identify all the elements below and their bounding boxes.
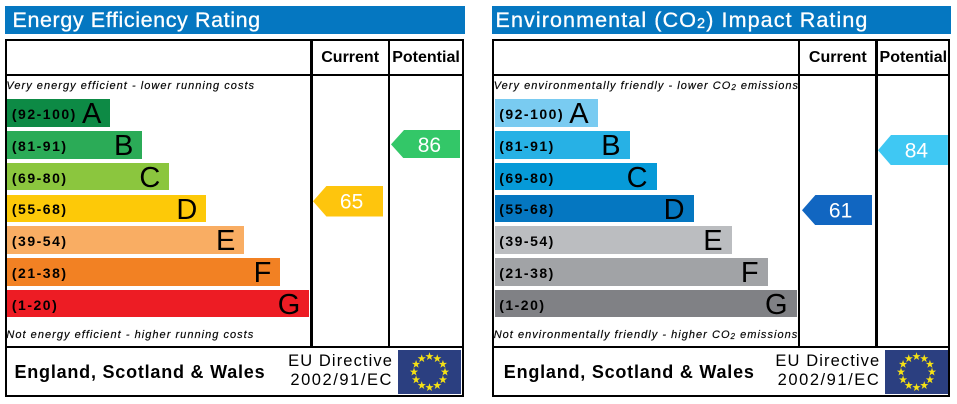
svg-text:65: 65: [340, 191, 363, 214]
svg-text:86: 86: [417, 133, 440, 156]
svg-text:61: 61: [829, 200, 852, 223]
svg-text:84: 84: [905, 140, 929, 163]
